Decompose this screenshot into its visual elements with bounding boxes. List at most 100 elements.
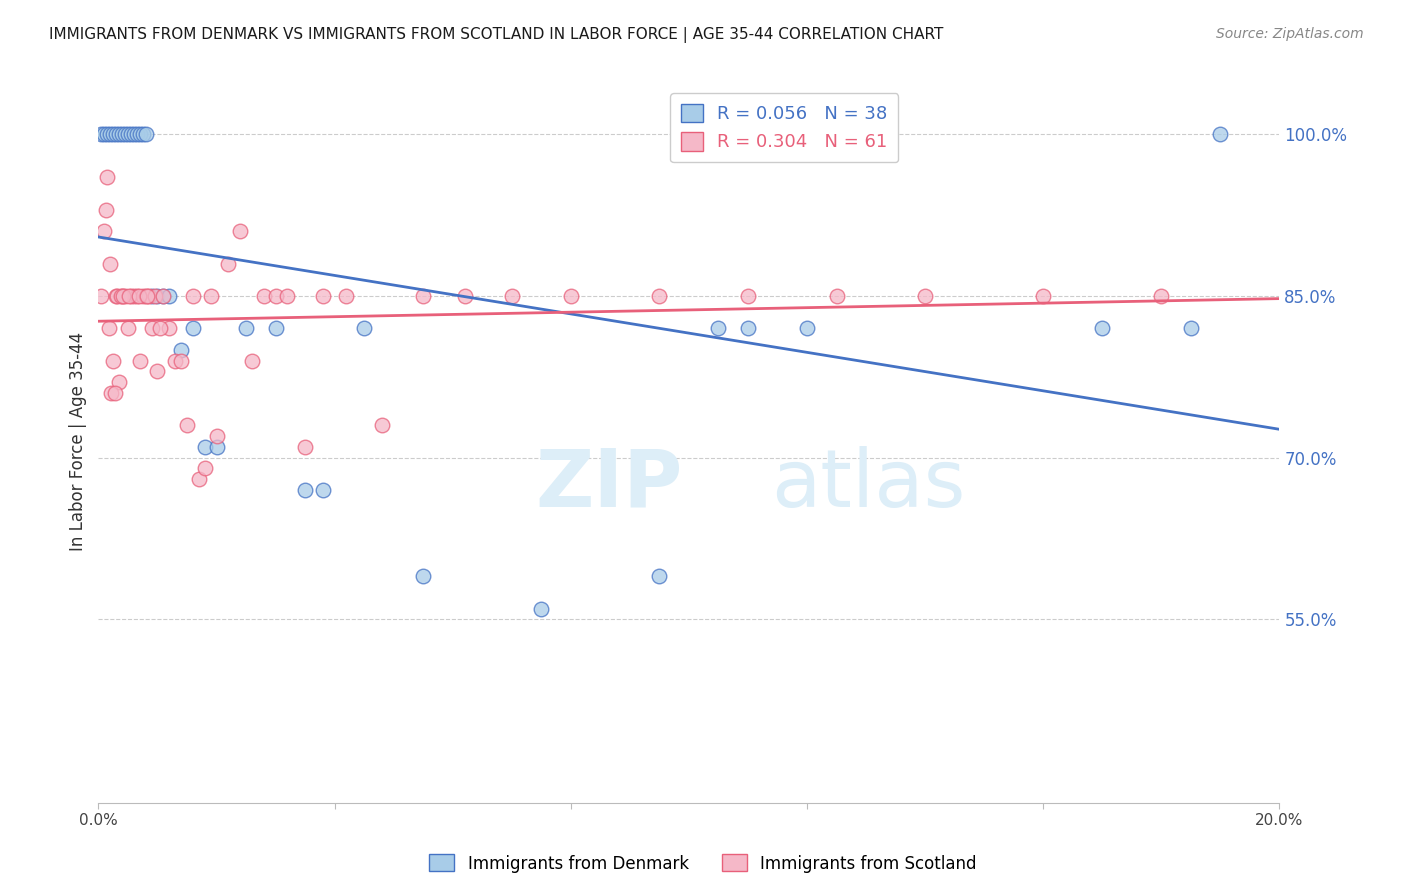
Point [105,289,128,303]
Point [157,289,180,303]
Point [128,127,150,141]
Point [141,321,163,335]
Point [205,440,228,454]
Point [120,127,142,141]
Point [1032,289,1054,303]
Point [353,321,375,335]
Point [132,127,155,141]
Point [93,127,115,141]
Point [501,289,523,303]
Point [176,418,198,433]
Point [194,440,217,454]
Point [412,289,434,303]
Point [114,289,136,303]
Point [217,257,239,271]
Point [122,289,145,303]
Point [1209,127,1232,141]
Point [737,321,759,335]
Point [648,289,671,303]
Point [737,289,759,303]
Point [453,289,475,303]
Point [90,127,112,141]
Y-axis label: In Labor Force | Age 35-44: In Labor Force | Age 35-44 [69,332,87,551]
Point [707,321,730,335]
Point [276,289,298,303]
Point [94,202,117,217]
Point [111,289,134,303]
Point [312,483,335,497]
Point [125,289,148,303]
Point [152,289,174,303]
Point [117,127,139,141]
Point [112,289,135,303]
Legend: R = 0.056   N = 38, R = 0.304   N = 61: R = 0.056 N = 38, R = 0.304 N = 61 [671,93,898,162]
Point [110,289,132,303]
Point [104,386,127,401]
Point [1150,289,1173,303]
Point [165,353,187,368]
Point [294,440,316,454]
Point [98,321,121,335]
Point [1180,321,1202,335]
Point [648,569,671,583]
Point [105,127,128,141]
Point [181,289,204,303]
Point [103,353,125,368]
Point [181,321,204,335]
Point [120,289,142,303]
Point [105,289,128,303]
Legend: Immigrants from Denmark, Immigrants from Scotland: Immigrants from Denmark, Immigrants from… [423,847,983,880]
Point [138,289,160,303]
Point [412,569,434,583]
Point [143,289,166,303]
Point [253,289,276,303]
Point [170,353,193,368]
Point [98,257,121,271]
Point [294,483,316,497]
Point [200,289,222,303]
Point [128,353,150,368]
Point [96,127,118,141]
Point [335,289,357,303]
Point [229,224,252,238]
Text: IMMIGRANTS FROM DENMARK VS IMMIGRANTS FROM SCOTLAND IN LABOR FORCE | AGE 35-44 C: IMMIGRANTS FROM DENMARK VS IMMIGRANTS FR… [49,27,943,43]
Point [122,127,145,141]
Point [235,321,257,335]
Point [114,127,136,141]
Point [170,343,193,357]
Point [205,429,228,443]
Point [141,289,163,303]
Point [825,289,848,303]
Point [135,127,157,141]
Text: Source: ZipAtlas.com: Source: ZipAtlas.com [1216,27,1364,41]
Point [146,364,169,378]
Point [194,461,217,475]
Point [264,289,287,303]
Point [96,170,118,185]
Point [135,289,157,303]
Point [157,321,180,335]
Point [530,601,553,615]
Point [103,127,125,141]
Point [187,472,209,486]
Point [149,321,172,335]
Text: ZIP: ZIP [536,446,683,524]
Point [312,289,335,303]
Point [100,386,122,401]
Point [135,289,157,303]
Point [108,376,131,390]
Point [240,353,263,368]
Point [914,289,936,303]
Point [111,127,134,141]
Point [128,289,150,303]
Point [93,224,115,238]
Text: atlas: atlas [772,446,966,524]
Point [796,321,818,335]
Point [1091,321,1114,335]
Point [118,289,141,303]
Point [117,321,139,335]
Point [98,127,121,141]
Point [560,289,582,303]
Point [132,289,155,303]
Point [146,289,169,303]
